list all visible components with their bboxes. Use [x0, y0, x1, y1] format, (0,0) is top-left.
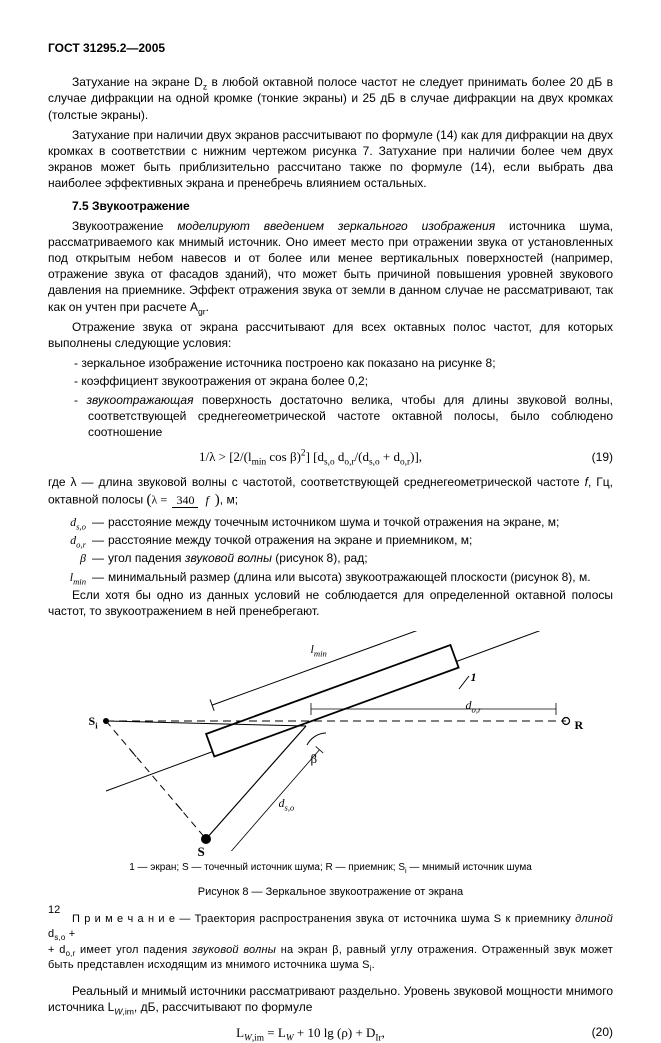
note-line: П р и м е ч а н и е — Траектория распрос…	[48, 912, 613, 942]
where-dso: ds,o — расстояние между точечным источни…	[48, 514, 613, 530]
figure-caption: 1 — экран; S — точечный источник шума; R…	[48, 861, 613, 875]
paragraph: Звукоотражение моделируют введением зерк…	[48, 218, 613, 315]
formula-number: (19)	[573, 449, 613, 465]
section-heading: 7.5 Звукоотражение	[48, 198, 613, 214]
note-line: + do,r имеет угол падения звуковой волны…	[48, 943, 613, 973]
where-lmin: lmin — минимальный размер (длина или выс…	[48, 569, 613, 585]
paragraph: Затухание на экране Dz в любой октавной …	[48, 74, 613, 123]
formula-expression: LW,im = LW + 10 lg (ρ) + DIr,	[48, 1024, 573, 1042]
formula-19: 1/λ > [2/(lmin cos β)2] [ds,o do,r/(ds,o…	[48, 448, 613, 466]
figure-8: lmin 1 Si do,r R β ds,o S	[48, 631, 613, 855]
where-intro: где λ — длина звуковой волны с частотой,…	[48, 474, 613, 510]
doc-header: ГОСТ 31295.2—2005	[48, 40, 613, 56]
formula-number: (20)	[573, 1024, 613, 1040]
figure-svg	[71, 631, 591, 851]
paragraph: Отражение звука от экрана рассчитывают д…	[48, 319, 613, 351]
where-dor: do,r — расстояние между точкой отражения…	[48, 532, 613, 548]
page-number: 12	[48, 903, 60, 918]
bullet-item: - зеркальное изображение источника постр…	[48, 355, 613, 371]
paragraph: Реальный и мнимый источники рассматриваю…	[48, 983, 613, 1015]
bullet-item: - коэффициент звукоотражения от экрана б…	[48, 373, 613, 389]
where-beta: β — угол падения звуковой волны (рисунок…	[48, 550, 613, 566]
figure-title: Рисунок 8 — Зеркальное звукоотражение от…	[48, 885, 613, 900]
paragraph: Если хотя бы одно из данных условий не с…	[48, 587, 613, 619]
lambda-fraction: 340 f	[172, 494, 212, 506]
paragraph: Затухание при наличии двух экранов рассч…	[48, 127, 613, 192]
formula-20: LW,im = LW + 10 lg (ρ) + DIr, (20)	[48, 1024, 613, 1042]
formula-expression: 1/λ > [2/(lmin cos β)2] [ds,o do,r/(ds,o…	[48, 448, 573, 466]
bullet-item: - звукоотражающая поверхность достаточно…	[48, 392, 613, 441]
